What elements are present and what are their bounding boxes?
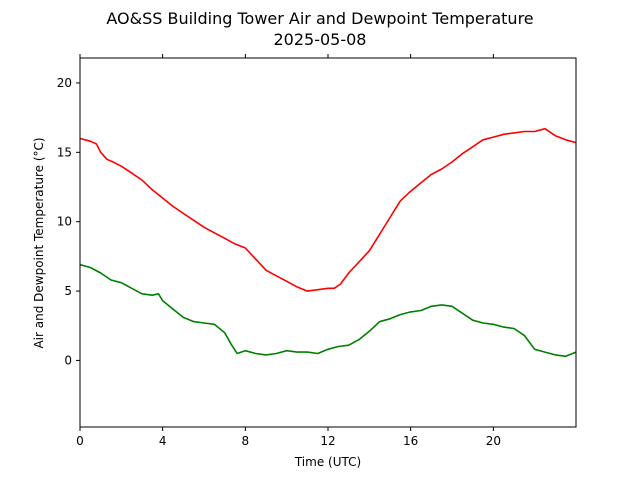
- x-tick-label: 4: [159, 434, 167, 448]
- y-tick-label: 5: [64, 284, 72, 298]
- y-tick-label: 0: [64, 353, 72, 367]
- y-tick-label: 20: [57, 76, 72, 90]
- x-axis-label: Time (UTC): [294, 455, 361, 469]
- x-tick-label: 16: [403, 434, 418, 448]
- series-line-0: [79, 127, 577, 292]
- x-tick-label: 12: [320, 434, 335, 448]
- x-tick-label: 8: [242, 434, 250, 448]
- y-axis-label: Air and Dewpoint Temperature (°C): [32, 137, 46, 348]
- x-tick-label: 0: [76, 434, 84, 448]
- series-layer: [79, 127, 577, 358]
- plot-area: [80, 58, 576, 427]
- y-axis-ticks: 0 5 10 15 20: [57, 76, 80, 367]
- chart-title-line1: AO&SS Building Tower Air and Dewpoint Te…: [106, 9, 533, 28]
- x-axis-ticks: 0 4 8 12 16 20: [76, 54, 501, 448]
- chart-title-line2: 2025-05-08: [274, 30, 367, 49]
- y-tick-label: 10: [57, 215, 72, 229]
- x-tick-label: 20: [486, 434, 501, 448]
- y-tick-label: 15: [57, 145, 72, 159]
- series-line-1: [79, 263, 577, 358]
